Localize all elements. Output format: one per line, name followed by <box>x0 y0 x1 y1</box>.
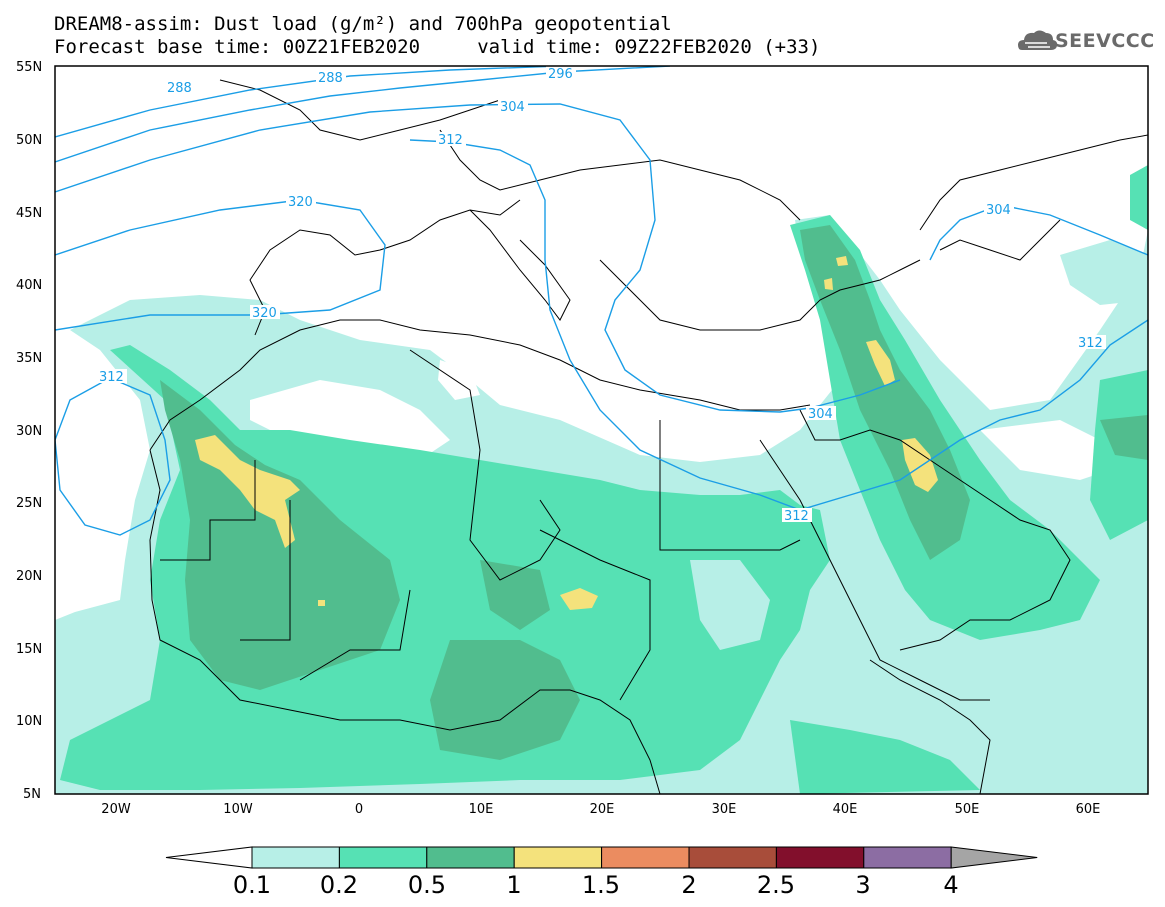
lat-label: 50N <box>16 133 42 148</box>
colorbar-swatch <box>775 846 865 869</box>
lon-label: 20E <box>590 802 615 817</box>
colorbar-label: 3 <box>855 871 870 899</box>
lon-label: 30E <box>712 802 737 817</box>
contour-label: 304 <box>808 407 833 422</box>
lon-axis: 20W 10W 0 10E 20E 30E 40E 50E 60E <box>101 802 1100 817</box>
colorbar-swatch <box>251 846 340 869</box>
seevccc-logo: SEEVCCC <box>1055 30 1155 52</box>
contour-label: 320 <box>252 306 277 321</box>
contour-label: 312 <box>1078 336 1103 351</box>
map-title: DREAM8-assim: Dust load (g/m²) and 700hP… <box>54 13 672 35</box>
lon-label: 10E <box>469 802 494 817</box>
contour-label: 312 <box>438 133 463 148</box>
lat-label: 35N <box>16 351 42 366</box>
colorbar-labels: 0.1 0.2 0.5 1 1.5 2 2.5 3 4 <box>233 871 959 899</box>
lat-label: 25N <box>16 496 42 511</box>
lat-axis: 55N 50N 45N 40N 35N 30N 25N 20N 15N 10N … <box>16 60 42 802</box>
lat-label: 40N <box>16 278 42 293</box>
lon-label: 50E <box>955 802 980 817</box>
contour-labels: 288 288 296 304 312 320 320 312 304 312 … <box>97 66 1106 524</box>
contour-label: 288 <box>318 71 343 86</box>
lon-label: 20W <box>101 802 131 817</box>
colorbar-label: 4 <box>943 871 958 899</box>
map-frame <box>54 65 1149 795</box>
contour-label: 312 <box>784 509 809 524</box>
lon-label: 10W <box>223 802 253 817</box>
contour-label: 312 <box>99 370 124 385</box>
lon-label: 0 <box>355 802 363 817</box>
colorbar-label: 2 <box>681 871 696 899</box>
colorbar-label: 0.5 <box>408 871 446 899</box>
colorbar-swatch <box>338 846 428 869</box>
colorbar-swatch <box>426 846 515 869</box>
contour-label: 296 <box>548 67 573 82</box>
lat-label: 30N <box>16 424 42 439</box>
contour-label: 288 <box>167 81 192 96</box>
colorbar-under-triangle <box>165 846 253 869</box>
lat-label: 5N <box>23 787 41 802</box>
dust-fields <box>55 165 1148 794</box>
colorbar-label: 0.1 <box>233 871 271 899</box>
lat-label: 45N <box>16 206 42 221</box>
lat-label: 20N <box>16 569 42 584</box>
colorbar-label: 1.5 <box>582 871 620 899</box>
colorbar-label: 2.5 <box>757 871 795 899</box>
lon-label: 60E <box>1076 802 1101 817</box>
colorbar-swatch <box>601 846 690 869</box>
lat-label: 10N <box>16 714 42 729</box>
colorbar-over-triangle <box>950 846 1038 869</box>
colorbar-swatch <box>863 846 952 869</box>
colorbar <box>165 846 1038 869</box>
coastlines <box>149 79 1148 794</box>
lat-label: 15N <box>16 642 42 657</box>
map-subtitle: Forecast base time: 00Z21FEB2020 valid t… <box>54 36 821 58</box>
colorbar-label: 0.2 <box>320 871 358 899</box>
lat-label: 55N <box>16 60 42 75</box>
contour-label: 304 <box>500 100 525 115</box>
colorbar-swatch <box>513 846 603 869</box>
contour-label: 320 <box>288 195 313 210</box>
colorbar-label: 1 <box>506 871 521 899</box>
contour-label: 304 <box>986 203 1011 218</box>
cloud-icon <box>1018 30 1058 50</box>
lon-label: 40E <box>833 802 858 817</box>
colorbar-swatch <box>688 846 777 869</box>
